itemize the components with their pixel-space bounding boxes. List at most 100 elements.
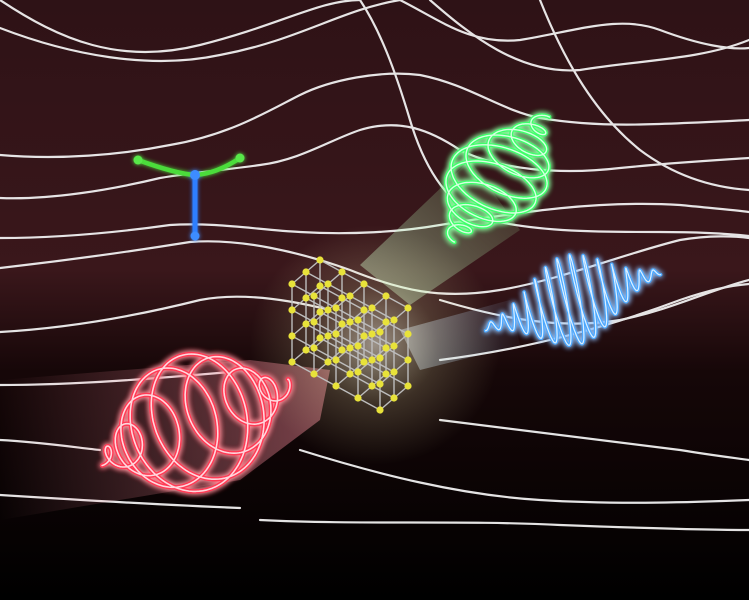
band-line xyxy=(438,418,749,462)
crystal-lattice-icon xyxy=(288,256,412,414)
band-line xyxy=(0,124,749,200)
lattice-atom xyxy=(376,380,384,388)
lattice-bond xyxy=(385,295,409,309)
band-transition-icon xyxy=(133,153,245,241)
lattice-atom xyxy=(324,280,332,288)
lattice-bond xyxy=(327,361,351,375)
lattice-atom xyxy=(360,332,368,340)
lattice-atom xyxy=(316,308,324,316)
lattice-bond xyxy=(291,361,315,375)
lattice-atom xyxy=(338,346,346,354)
lattice-atom xyxy=(302,320,310,328)
crystal-glow xyxy=(250,225,500,465)
blue-pulse-curve-core xyxy=(484,254,662,346)
lattice-atom xyxy=(346,344,354,352)
lattice-atom xyxy=(310,344,318,352)
lattice-bond xyxy=(371,333,395,347)
lattice-atom xyxy=(346,292,354,300)
lattice-atom xyxy=(360,280,368,288)
lattice-atom xyxy=(390,342,398,350)
band-line xyxy=(0,0,402,63)
lattice-atom xyxy=(404,304,412,312)
lattice-bond xyxy=(349,347,373,361)
lattice-atom xyxy=(332,382,340,390)
lattice-bond xyxy=(335,385,359,399)
band-line xyxy=(428,0,749,72)
band-line xyxy=(258,518,749,532)
lattice-atom xyxy=(316,256,324,264)
blue-wave-pulse-icon xyxy=(483,253,663,348)
lattice-atom xyxy=(354,342,362,350)
red-pulse-curve-core xyxy=(101,353,291,493)
lattice-bond xyxy=(357,397,381,411)
lattice-bond xyxy=(349,295,373,309)
transition-green-endpoint xyxy=(235,153,245,163)
lattice-atom xyxy=(382,292,390,300)
transition-green-endpoint xyxy=(133,155,143,165)
lattice-bond xyxy=(363,283,387,297)
lattice-atom xyxy=(288,358,296,366)
band-line xyxy=(0,0,362,54)
lattice-atom xyxy=(404,356,412,364)
lattice-atom xyxy=(368,330,376,338)
lattice-atom xyxy=(346,318,354,326)
lattice-atom xyxy=(354,368,362,376)
lattice-bond xyxy=(305,323,329,337)
incoming-beam xyxy=(0,360,330,520)
lattice-bond xyxy=(371,307,395,321)
lattice-atom xyxy=(316,334,324,342)
lattice-atom xyxy=(302,268,310,276)
band-line xyxy=(0,72,749,159)
lattice-atom xyxy=(338,320,346,328)
lattice-atom xyxy=(354,316,362,324)
transition-blue-node xyxy=(190,231,200,241)
lattice-atom xyxy=(302,294,310,302)
lattice-atom xyxy=(376,406,384,414)
lattice-atom xyxy=(324,358,332,366)
lattice-atom xyxy=(390,368,398,376)
lattice-atom xyxy=(332,330,340,338)
lattice-bond xyxy=(327,283,351,297)
lattice-atom xyxy=(360,358,368,366)
lattice-bond xyxy=(327,309,351,323)
lattice-atom xyxy=(360,306,368,314)
lattice-bond xyxy=(349,321,373,335)
lattice-bond xyxy=(319,259,343,273)
lattice-bond xyxy=(327,335,351,349)
lattice-atom xyxy=(354,394,362,402)
band-line xyxy=(398,0,749,50)
lattice-atom xyxy=(368,382,376,390)
lattice-bond xyxy=(341,271,365,285)
lattice-bond xyxy=(349,373,373,387)
lattice-bond xyxy=(305,297,329,311)
red-spiral-pulse-icon xyxy=(99,351,293,494)
lattice-atom xyxy=(316,282,324,290)
lattice-atom xyxy=(368,304,376,312)
lattice-atom xyxy=(382,318,390,326)
lattice-atom xyxy=(288,280,296,288)
lattice-atom xyxy=(376,354,384,362)
lattice-atom xyxy=(288,332,296,340)
lattice-atom xyxy=(390,394,398,402)
lattice-atom xyxy=(382,370,390,378)
lattice-bond xyxy=(371,385,395,399)
lattice-atom xyxy=(376,328,384,336)
band-line xyxy=(538,0,749,192)
lattice-atom xyxy=(310,318,318,326)
lattice-atom xyxy=(332,304,340,312)
transition-blue-node xyxy=(190,170,200,180)
lattice-atom xyxy=(324,332,332,340)
lattice-atom xyxy=(346,370,354,378)
lattice-atom xyxy=(288,306,296,314)
green-spiral-pulse-icon xyxy=(444,113,552,245)
lattice-atom xyxy=(310,370,318,378)
lattice-bond xyxy=(371,359,395,373)
lattice-bond xyxy=(305,349,329,363)
lattice-atom xyxy=(404,382,412,390)
lattice-atom xyxy=(324,306,332,314)
lattice-atom xyxy=(390,316,398,324)
lattice-atom xyxy=(332,356,340,364)
lattice-atom xyxy=(302,346,310,354)
lattice-atom xyxy=(310,292,318,300)
